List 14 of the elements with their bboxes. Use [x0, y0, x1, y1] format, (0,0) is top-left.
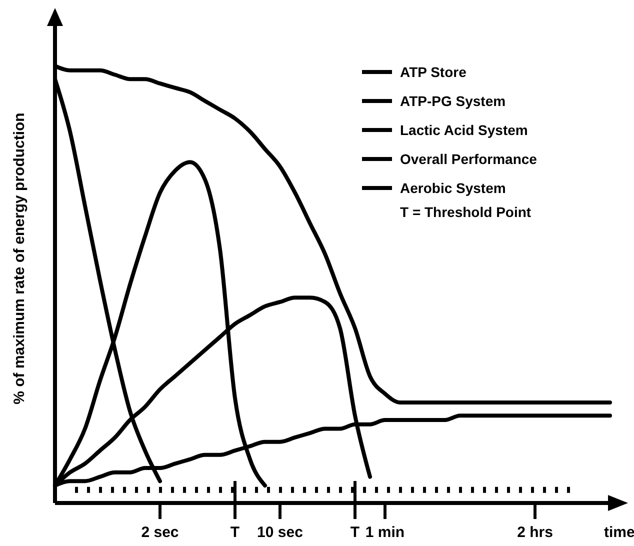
x-tick-label: T — [230, 524, 240, 541]
x-tick-label: T — [350, 524, 360, 541]
legend-label: Aerobic System — [400, 180, 506, 196]
x-tick-label: 10 sec — [257, 524, 303, 541]
legend-label: ATP-PG System — [400, 93, 506, 109]
x-tick-label: 1 min — [365, 524, 405, 541]
y-axis-title: % of maximum rate of energy production — [11, 112, 28, 404]
legend-label: Overall Performance — [400, 151, 538, 167]
legend-label: Lactic Acid System — [400, 122, 528, 138]
x-tick-label: 2 hrs — [517, 524, 553, 541]
x-axis-title: time — [604, 524, 634, 541]
legend-label: ATP Store — [400, 64, 467, 80]
x-tick-label: 2 sec — [141, 524, 179, 541]
annotation: T = Threshold Point — [400, 204, 532, 220]
